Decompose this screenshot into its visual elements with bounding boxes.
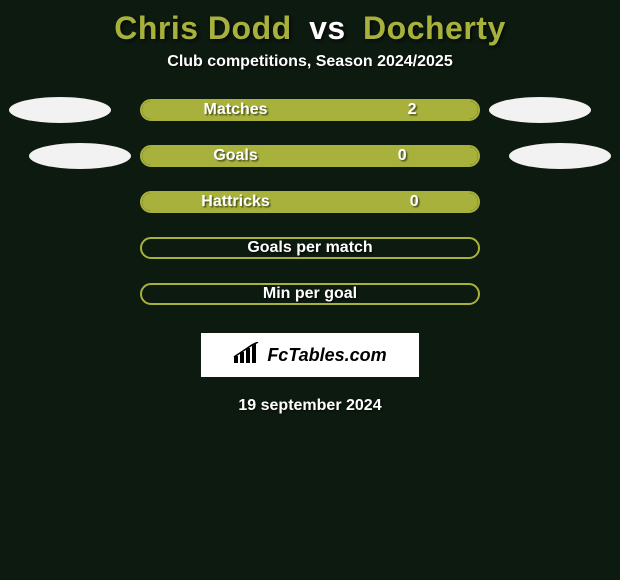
- stat-bar: Goals 0: [140, 145, 480, 167]
- stats-rows: Matches 2 Goals 0 Hattricks 0 Goals per match M…: [0, 99, 620, 305]
- brand-badge: FcTables.com: [201, 333, 419, 377]
- stat-bar-text: Goals 0: [142, 147, 478, 165]
- stat-value: 0: [398, 147, 407, 165]
- left-ellipse: [9, 97, 111, 123]
- player2-name: Docherty: [363, 10, 506, 46]
- stat-value: 2: [408, 101, 417, 119]
- stat-row-gpm: Goals per match: [0, 237, 620, 259]
- stat-bar: Matches 2: [140, 99, 480, 121]
- comparison-card: Chris Dodd vs Docherty Club competitions…: [0, 0, 620, 415]
- stat-row-matches: Matches 2: [0, 99, 620, 121]
- player1-name: Chris Dodd: [114, 10, 291, 46]
- stat-label: Matches: [204, 101, 268, 119]
- stat-label: Min per goal: [263, 285, 357, 303]
- stat-bar-text: Hattricks 0: [142, 193, 478, 211]
- stat-value: 0: [410, 193, 419, 211]
- stat-bar: Min per goal: [140, 283, 480, 305]
- stat-bar: Hattricks 0: [140, 191, 480, 213]
- stat-bar: Goals per match: [140, 237, 480, 259]
- footer-date: 19 september 2024: [238, 397, 381, 415]
- left-ellipse: [29, 143, 131, 169]
- vs-separator: vs: [309, 10, 346, 46]
- brand-text: FcTables.com: [267, 345, 386, 366]
- stat-row-mpg: Min per goal: [0, 283, 620, 305]
- stat-label: Goals: [213, 147, 257, 165]
- right-ellipse: [509, 143, 611, 169]
- stat-bar-text: Matches 2: [142, 101, 478, 119]
- page-title: Chris Dodd vs Docherty: [114, 10, 506, 47]
- subtitle: Club competitions, Season 2024/2025: [167, 53, 452, 71]
- chart-bars-icon: [233, 342, 261, 369]
- stat-bar-text: Min per goal: [142, 285, 478, 303]
- stat-row-goals: Goals 0: [0, 145, 620, 167]
- stat-bar-text: Goals per match: [142, 239, 478, 257]
- right-ellipse: [489, 97, 591, 123]
- stat-label: Goals per match: [247, 239, 372, 257]
- stat-row-hattricks: Hattricks 0: [0, 191, 620, 213]
- stat-label: Hattricks: [201, 193, 269, 211]
